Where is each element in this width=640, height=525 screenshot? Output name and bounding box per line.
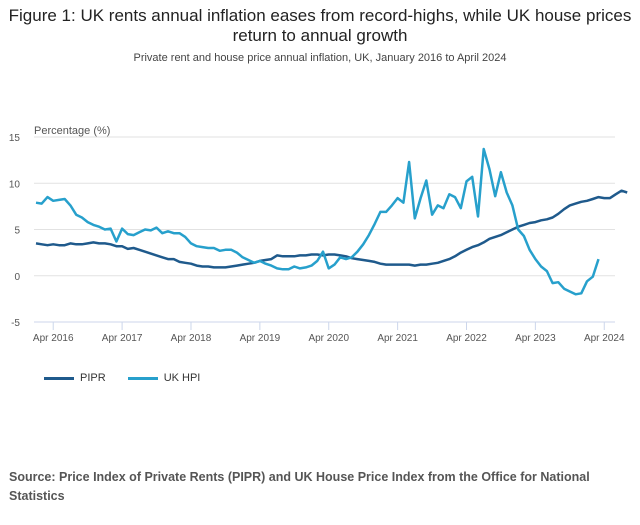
- x-tick-label: Apr 2024: [584, 333, 625, 344]
- series-line-uk-hpi[interactable]: [35, 147, 600, 296]
- y-tick-label: -5: [11, 318, 20, 329]
- x-tick-label: Apr 2016: [33, 333, 74, 344]
- x-tick-label: Apr 2022: [446, 333, 487, 344]
- legend-swatch: [44, 376, 74, 380]
- y-tick-label: 0: [14, 272, 20, 283]
- legend: PIPR UK HPI: [44, 372, 200, 384]
- x-tick-label: Apr 2017: [102, 333, 143, 344]
- x-tick-label: Apr 2020: [308, 333, 349, 344]
- legend-label: UK HPI: [163, 372, 201, 384]
- legend-item-pipr[interactable]: PIPR: [44, 372, 106, 384]
- source-note: Source: Price Index of Private Rents (PI…: [9, 470, 590, 503]
- x-tick-label: Apr 2021: [377, 333, 418, 344]
- legend-label: PIPR: [80, 372, 106, 384]
- line-chart: Percentage (%) 15 10 5 0 -5 Apr 2016 Apr 2017…: [9, 125, 628, 344]
- x-tick-label: Apr 2019: [240, 333, 281, 344]
- y-tick-label: 10: [9, 179, 21, 190]
- legend-swatch: [127, 376, 158, 380]
- series-line-pipr[interactable]: [35, 189, 628, 269]
- chart-title: Figure 1: UK rents annual inflation ease…: [8, 6, 632, 45]
- y-tick-label: 15: [9, 133, 21, 144]
- y-axis-label: Percentage (%): [34, 125, 110, 137]
- chart-subtitle: Private rent and house price annual infl…: [133, 52, 507, 64]
- x-tick-label: Apr 2018: [171, 333, 212, 344]
- legend-item-uk-hpi[interactable]: UK HPI: [127, 372, 201, 384]
- y-tick-label: 5: [14, 226, 20, 237]
- x-tick-label: Apr 2023: [515, 333, 556, 344]
